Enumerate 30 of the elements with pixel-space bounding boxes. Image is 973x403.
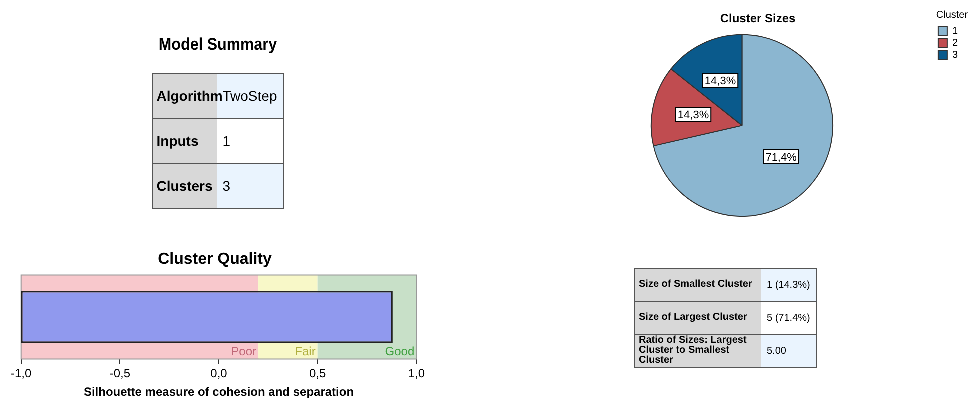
text: Clusters xyxy=(152,164,217,208)
text: Model Summary xyxy=(158,35,278,55)
band-label: Poor xyxy=(231,344,257,359)
x-axis-title: Silhouette measure of cohesion and separation xyxy=(84,385,354,400)
text: Ratio of Sizes: Largest Cluster to Smallest Cluster xyxy=(634,334,761,368)
band-label: Good xyxy=(385,344,415,359)
legend-label: 3 xyxy=(952,50,958,61)
text: 5 (71.4%) xyxy=(761,302,817,334)
data-label: 14,3% xyxy=(704,76,736,88)
x-tick-label: -0,5 xyxy=(110,366,131,381)
text: 1 (14.3%) xyxy=(761,268,817,302)
text: 5.00 xyxy=(761,334,817,368)
data-label: 14,3% xyxy=(678,110,710,122)
text: 3 xyxy=(216,164,284,208)
text: 1 xyxy=(216,118,284,164)
text: Size of Smallest Cluster xyxy=(634,268,761,302)
legend-label: 1 xyxy=(952,26,958,37)
legend-label: 2 xyxy=(952,38,958,49)
chart-title: Cluster Sizes xyxy=(720,12,796,26)
x-tick-label: 1,0 xyxy=(408,366,426,381)
data-label: 71,4% xyxy=(766,152,798,164)
text: Inputs xyxy=(152,118,217,164)
text: Size of Largest Cluster xyxy=(634,302,761,334)
x-tick-label: -1,0 xyxy=(10,366,32,381)
chart-title: Cluster Quality xyxy=(158,251,272,268)
x-tick-label: 0,5 xyxy=(309,366,326,381)
band-label: Fair xyxy=(295,344,316,359)
x-tick-label: 0,0 xyxy=(210,366,228,381)
legend-title: Cluster xyxy=(936,10,969,21)
text: Algorithm xyxy=(156,87,223,106)
